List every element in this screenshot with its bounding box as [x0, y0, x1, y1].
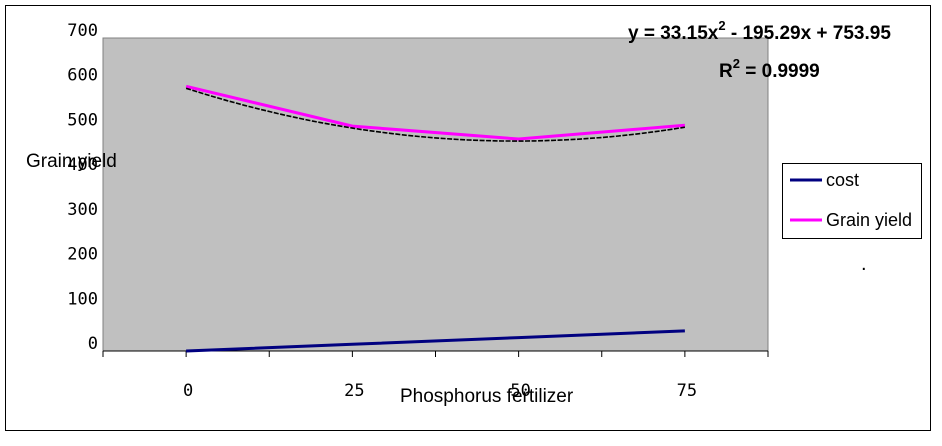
x-tick-label: 75 — [677, 381, 697, 401]
y-tick-label: 700 — [67, 21, 98, 41]
series-line-grain-yield — [185, 84, 685, 141]
stray-mark: . — [861, 253, 867, 275]
y-tick-label: 500 — [67, 110, 98, 130]
r-squared-label: R2 = 0.9999 — [719, 56, 820, 82]
y-tick-label: 300 — [67, 200, 98, 220]
x-axis-label: Phosphorus fertilizer — [400, 386, 574, 407]
x-tick-label: 50 — [510, 381, 530, 401]
chart-frame — [5, 5, 931, 431]
trendline — [185, 87, 686, 142]
x-axis — [102, 350, 769, 357]
trendline-equation: y = 33.15x2 - 195.29x + 753.95 — [628, 18, 891, 44]
y-axis-label: Grain yield — [26, 151, 117, 172]
x-tick-label: 0 — [183, 381, 193, 401]
series-layer — [185, 84, 686, 353]
plot-area — [102, 37, 769, 352]
y-tick-label: 400 — [67, 155, 98, 175]
y-axis-tick-labels: 0 100 200 300 400 500 600 700 — [67, 21, 98, 354]
series-line-cost — [186, 329, 685, 353]
x-axis-tick-labels: 0 25 50 75 — [183, 381, 697, 401]
y-tick-label: 0 — [88, 334, 98, 354]
x-tick-label: 25 — [344, 381, 364, 401]
y-tick-label: 600 — [67, 66, 98, 86]
y-tick-label: 200 — [67, 245, 98, 265]
legend — [782, 163, 922, 239]
y-tick-label: 100 — [67, 289, 98, 309]
